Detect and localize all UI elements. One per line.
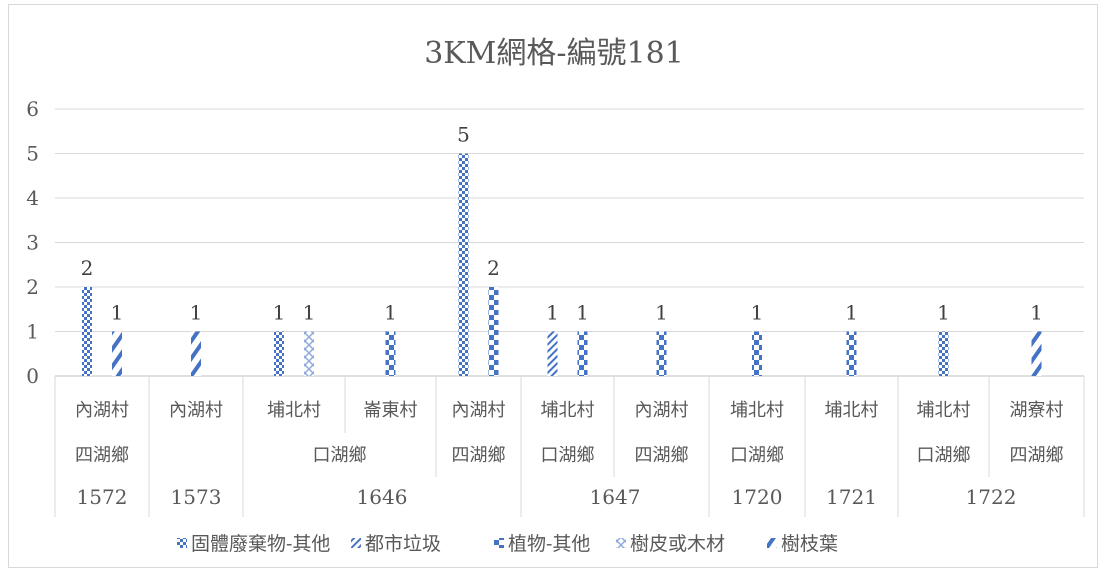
category-label: 崙東村	[364, 400, 418, 421]
grid-group-label: 1647	[590, 485, 641, 509]
bar	[1031, 331, 1042, 376]
category-label: 湖寮村	[1010, 400, 1064, 421]
legend-swatch	[494, 538, 504, 548]
category-label: 埔北村	[825, 400, 879, 421]
bar	[547, 331, 558, 376]
data-label: 1	[751, 301, 764, 325]
bar	[385, 331, 396, 376]
bar	[577, 331, 588, 376]
data-label: 1	[111, 301, 124, 325]
grid-group-label: 1721	[826, 485, 877, 509]
data-label: 2	[81, 256, 94, 280]
data-label: 1	[845, 301, 858, 325]
grid-group-label: 1720	[732, 485, 783, 509]
bar	[752, 331, 762, 376]
y-tick-label: 6	[26, 97, 39, 121]
chart-title: 3KM網格-編號181	[424, 36, 684, 71]
data-label: 1	[655, 301, 668, 325]
category-label: 內湖村	[75, 400, 129, 421]
category-label: 埔北村	[541, 400, 595, 421]
data-label: 2	[487, 256, 500, 280]
category-label: 埔北村	[917, 400, 971, 421]
legend: 固體廢棄物-其他 都市垃圾 植物-其他 樹皮或木材 樹枝葉	[177, 533, 838, 555]
bar	[938, 331, 949, 376]
bar	[458, 153, 469, 376]
bar	[82, 287, 92, 376]
legend-label: 植物-其他	[508, 533, 590, 555]
category-label: 埔北村	[267, 400, 321, 421]
legend-label: 固體廢棄物-其他	[191, 533, 330, 555]
legend-label: 樹枝葉	[781, 533, 838, 555]
y-tick-label: 5	[26, 142, 39, 166]
township-label: 四湖鄉	[1010, 445, 1064, 466]
data-label: 1	[576, 301, 589, 325]
data-label: 1	[384, 301, 397, 325]
data-label: 5	[457, 123, 470, 147]
grid-group-label: 1722	[966, 485, 1017, 509]
bars	[82, 153, 1042, 376]
y-tick-label: 0	[26, 364, 39, 388]
township-label: 口湖鄉	[313, 445, 367, 466]
township-label: 四湖鄉	[452, 445, 506, 466]
legend-label: 都市垃圾	[365, 533, 441, 555]
bar	[112, 331, 122, 376]
y-tick-label: 2	[26, 275, 39, 299]
grid-group-label: 1646	[357, 485, 408, 509]
township-label: 口湖鄉	[730, 445, 784, 466]
bar	[656, 331, 667, 376]
category-label: 埔北村	[730, 400, 784, 421]
township-label: 四湖鄉	[635, 445, 689, 466]
bar	[304, 331, 314, 376]
legend-swatch	[177, 538, 187, 548]
township-label: 口湖鄉	[917, 445, 971, 466]
data-label: 1	[190, 301, 203, 325]
category-label: 內湖村	[169, 400, 223, 421]
legend-label: 樹皮或木材	[630, 533, 725, 555]
data-label: 1	[546, 301, 559, 325]
bar	[191, 331, 201, 376]
y-axis: 0 1 2 3 4 5 6	[26, 97, 39, 388]
township-label: 四湖鄉	[75, 445, 129, 466]
data-label: 1	[937, 301, 950, 325]
data-label: 1	[303, 301, 316, 325]
legend-swatch	[351, 538, 361, 548]
legend-swatch	[616, 538, 626, 548]
data-label: 1	[1030, 301, 1043, 325]
grid-group-label: 1572	[77, 485, 128, 509]
bar	[488, 287, 499, 376]
y-tick-label: 4	[26, 186, 39, 210]
legend-swatch	[767, 538, 777, 548]
y-tick-label: 1	[26, 320, 39, 344]
bar	[846, 331, 857, 376]
y-tick-label: 3	[26, 231, 39, 255]
data-label: 1	[273, 301, 286, 325]
township-label: 口湖鄉	[541, 445, 595, 466]
chart-svg: 3KM網格-編號181 0123456 21 1 1 1 1521 1 1 1 1 1 1 內湖村內…	[26, 36, 1085, 555]
grid-group-label: 1573	[171, 485, 222, 509]
category-label: 內湖村	[452, 400, 506, 421]
gridlines	[55, 108, 1084, 377]
bar	[274, 331, 284, 376]
category-label: 內湖村	[635, 400, 689, 421]
